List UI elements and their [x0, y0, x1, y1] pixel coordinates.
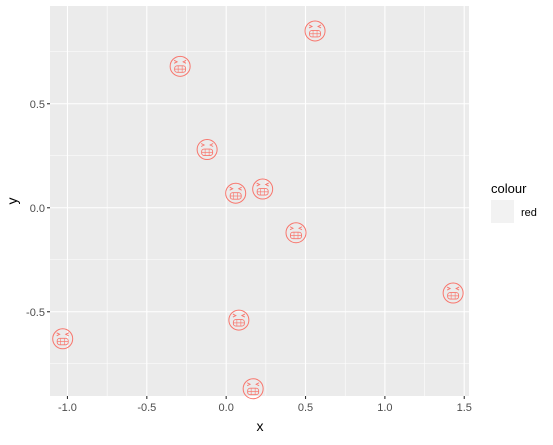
- data-point: [169, 55, 191, 77]
- y-tick-label: 0.5: [30, 99, 45, 111]
- data-point: [285, 222, 307, 244]
- x-axis-title: x: [257, 418, 264, 434]
- legend-label: red: [521, 207, 537, 219]
- grinning-face-icon: [52, 328, 74, 350]
- x-tick-label: 0.0: [219, 402, 234, 414]
- data-point: [304, 20, 326, 42]
- x-tick-label: 0.5: [298, 402, 313, 414]
- data-point: [442, 282, 464, 304]
- legend: colour red: [491, 181, 537, 223]
- data-points: [52, 20, 464, 400]
- x-tick-label: -0.5: [137, 402, 156, 414]
- x-tick-label: 1.5: [457, 402, 472, 414]
- plot-panel: [50, 6, 469, 396]
- grinning-face-icon: [196, 139, 218, 161]
- data-point: [225, 182, 247, 204]
- grinning-face-icon: [285, 222, 307, 244]
- grinning-face-icon: [304, 20, 326, 42]
- grinning-face-icon: [252, 178, 274, 200]
- x-axis-ticks: -1.0 -0.5 0.0 0.5 1.0 1.5: [58, 396, 472, 414]
- data-point: [196, 139, 218, 161]
- y-tick-label: 0.0: [30, 203, 45, 215]
- data-point: [52, 328, 74, 350]
- grinning-face-icon: [228, 309, 250, 331]
- grinning-face-icon: [225, 182, 247, 204]
- y-axis-ticks: -0.5 0.0 0.5: [26, 99, 50, 319]
- grinning-face-icon: [442, 282, 464, 304]
- y-axis-title: y: [4, 198, 20, 205]
- major-gridlines: [50, 6, 469, 396]
- legend-title: colour: [491, 181, 527, 196]
- grinning-face-icon: [242, 378, 264, 400]
- minor-gridlines: [50, 6, 469, 396]
- x-tick-label: -1.0: [58, 402, 77, 414]
- y-tick-label: -0.5: [26, 307, 45, 319]
- legend-key: [491, 200, 514, 223]
- data-point: [228, 309, 250, 331]
- x-tick-label: 1.0: [377, 402, 392, 414]
- data-point: [242, 378, 264, 400]
- data-point: [252, 178, 274, 200]
- grinning-face-icon: [169, 55, 191, 77]
